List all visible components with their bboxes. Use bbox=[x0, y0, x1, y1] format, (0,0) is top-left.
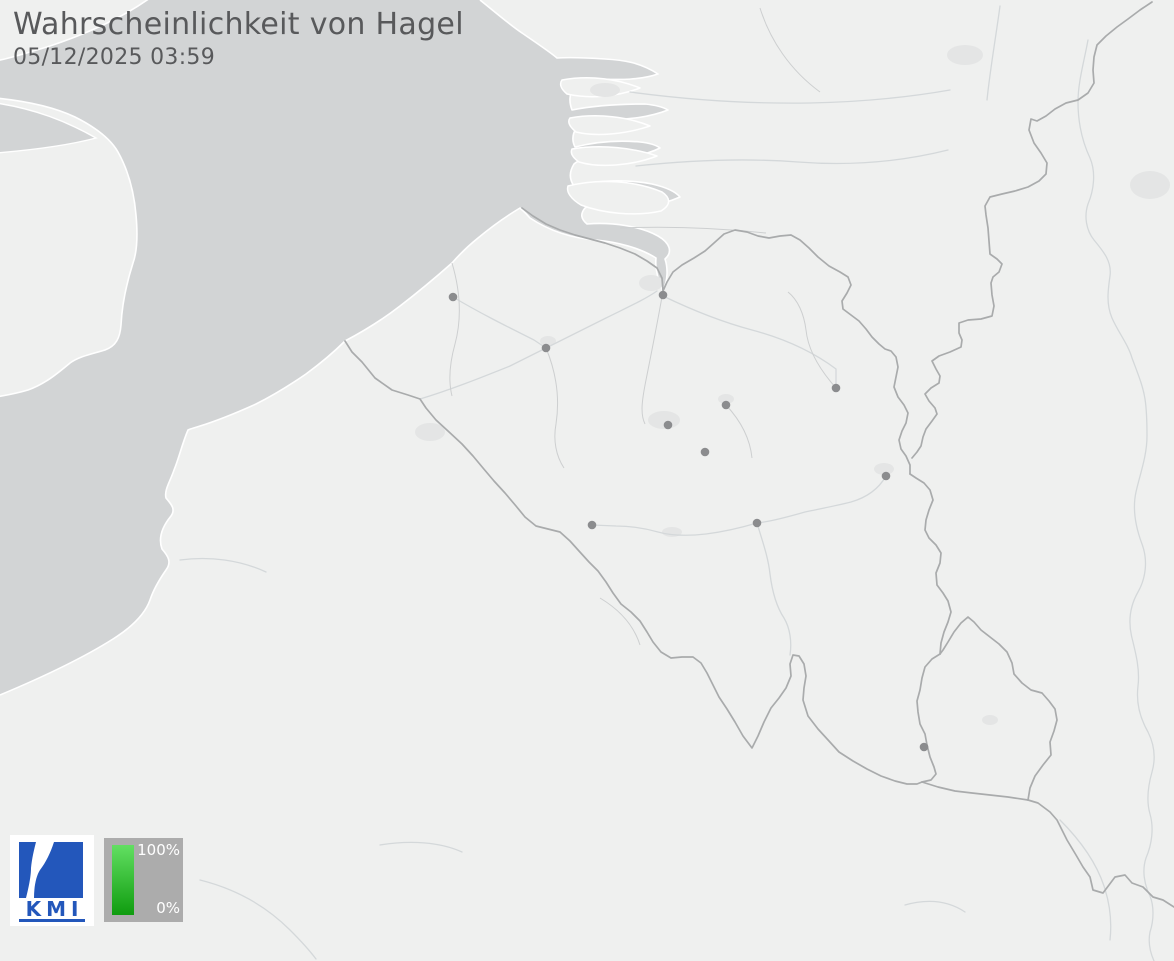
city-dot bbox=[881, 471, 891, 481]
city-dot bbox=[700, 447, 710, 457]
page-title: Wahrscheinlichkeit von Hagel bbox=[13, 7, 464, 42]
river-rhine bbox=[1077, 39, 1155, 961]
border-belgium-netherlands bbox=[521, 207, 911, 475]
border-luxembourg-west bbox=[916, 653, 941, 783]
border-belgium-germany bbox=[909, 473, 952, 655]
legend-min-label: 0% bbox=[156, 899, 180, 917]
river-somme bbox=[199, 879, 317, 960]
city-dot bbox=[831, 383, 841, 393]
england-coast bbox=[0, 0, 149, 398]
border-luxembourg-south bbox=[921, 781, 1029, 801]
city-dot bbox=[752, 518, 762, 528]
river-maas-nl bbox=[635, 149, 949, 167]
city-dot bbox=[541, 343, 551, 353]
city-dot bbox=[663, 420, 673, 430]
legend-max-label: 100% bbox=[137, 841, 180, 859]
thames-estuary bbox=[0, 102, 98, 154]
border-netherlands-germany bbox=[911, 1, 1153, 459]
coastline bbox=[0, 0, 681, 696]
border-belgium-france bbox=[344, 340, 923, 785]
river-waal bbox=[629, 89, 951, 104]
river-scheldt bbox=[545, 290, 658, 349]
kmi-logo-text: KMI bbox=[25, 897, 84, 921]
river-meuse bbox=[591, 475, 887, 536]
city-dot bbox=[919, 742, 929, 752]
legend-gradient-bar bbox=[112, 845, 134, 915]
river-meuse-south bbox=[756, 522, 792, 656]
kmi-logo: KMI bbox=[10, 835, 94, 926]
city-dot bbox=[658, 290, 668, 300]
canal-bruges-ghent bbox=[452, 296, 547, 349]
rivers bbox=[179, 5, 1155, 961]
city-dots bbox=[448, 290, 929, 752]
city-dot bbox=[721, 400, 731, 410]
canal-albert bbox=[662, 295, 837, 389]
river-lys bbox=[419, 347, 547, 400]
border-luxembourg-east bbox=[939, 616, 1058, 801]
sea-region bbox=[0, 0, 680, 695]
river-moselle bbox=[1059, 819, 1112, 941]
country-borders bbox=[344, 1, 1174, 908]
region-borders bbox=[449, 7, 837, 646]
city-dot bbox=[448, 292, 458, 302]
header: Wahrscheinlichkeit von Hagel 05/12/2025 … bbox=[13, 6, 464, 70]
kmi-logo-underline bbox=[19, 919, 85, 922]
city-dot bbox=[587, 520, 597, 530]
border-france-germany bbox=[1027, 799, 1174, 908]
kmi-logo-emblem bbox=[19, 842, 83, 898]
probability-legend: 100% 0% bbox=[104, 838, 183, 922]
timestamp: 05/12/2025 03:59 bbox=[13, 44, 215, 70]
